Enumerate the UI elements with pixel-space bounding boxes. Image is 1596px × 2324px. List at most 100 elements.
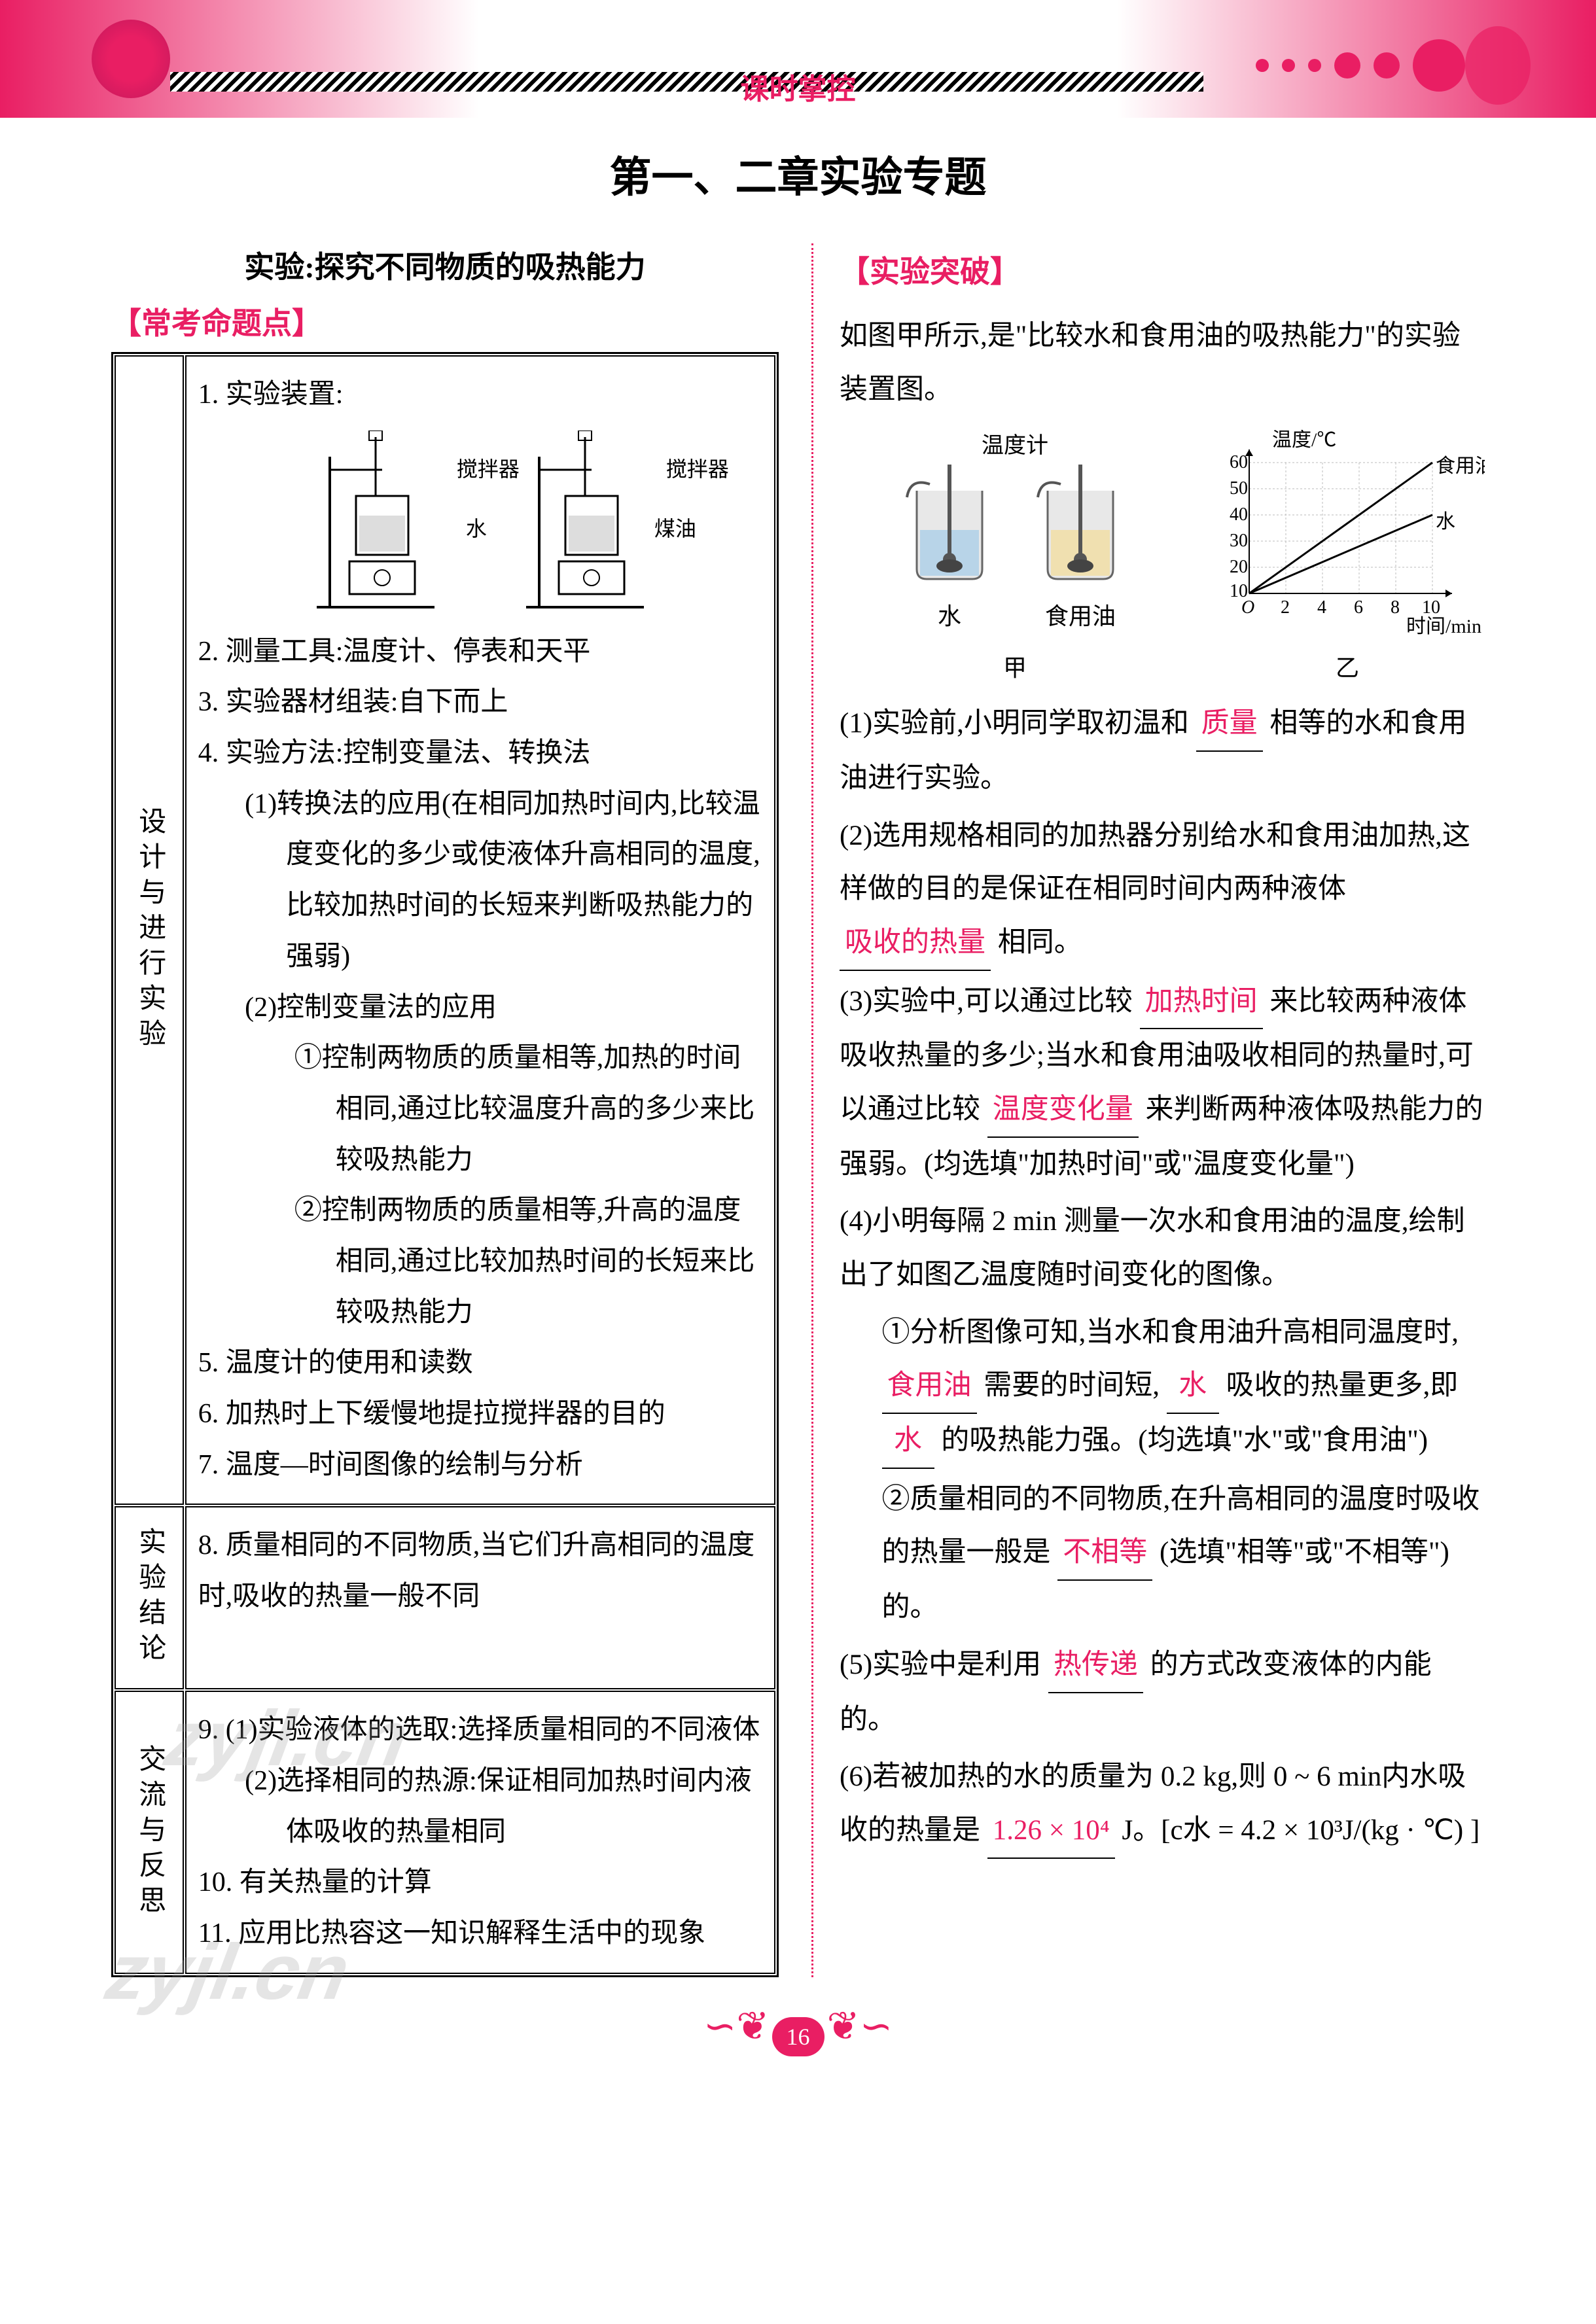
q4-1-mid2: 吸收的热量更多,即	[1226, 1370, 1459, 1401]
item-4-2: (2)控制变量法的应用	[198, 983, 762, 1034]
svg-text:10: 10	[1422, 597, 1440, 618]
exam-points-header: 【常考命题点】	[111, 300, 779, 343]
header-dots	[1256, 39, 1465, 92]
apparatus-water: 搅拌器 水	[297, 431, 454, 614]
row-label-conclusion: 实验结论	[115, 1506, 184, 1689]
right-column: 【实验突破】 如图甲所示,是"比较水和食用油的吸热能力"的实验装置图。 温度计	[811, 243, 1485, 1977]
question-2: (2)选用规格相同的加热器分别给水和食用油加热,这样做的目的是保证在相同时间内两…	[840, 809, 1485, 971]
item-4-1: (1)转换法的应用(在相同加热时间内,比较温度变化的多少或使液体升高相同的温度,…	[198, 779, 762, 983]
q4-1-answer-2: 水	[1167, 1359, 1219, 1414]
item-4-2-1: ①控制两物质的质量相等,加热的时间相同,通过比较温度升高的多少来比较吸热能力	[198, 1033, 762, 1186]
exam-table: 设计与进行实验 1. 实验装置:	[111, 352, 779, 1977]
q1-pre: (1)实验前,小明同学取初温和	[840, 708, 1189, 739]
q3-answer-2: 温度变化量	[987, 1083, 1139, 1138]
svg-text:60: 60	[1230, 452, 1248, 472]
item-6: 6. 加热时上下缓慢地提拉搅拌器的目的	[198, 1389, 762, 1440]
q5-pre: (5)实验中是利用	[840, 1649, 1041, 1680]
row-content-conclusion: 8. 质量相同的不同物质,当它们升高相同的温度时,吸收的热量一般不同	[185, 1506, 775, 1689]
q2-answer: 吸收的热量	[840, 916, 991, 971]
item-10: 10. 有关热量的计算	[198, 1857, 762, 1909]
temperature-chart: 温度/℃	[1210, 430, 1485, 690]
question-1: (1)实验前,小明同学取初温和 质量 相等的水和食用油进行实验。	[840, 697, 1485, 805]
svg-text:50: 50	[1230, 478, 1248, 499]
item-9-1: 9. (1)实验液体的选取:选择质量相同的不同液体	[198, 1705, 762, 1756]
q6-answer: 1.26 × 10⁴	[987, 1804, 1115, 1859]
row-label-design: 设计与进行实验	[115, 355, 184, 1505]
q3-pre: (3)实验中,可以通过比较	[840, 986, 1133, 1017]
header-stripe	[170, 72, 1203, 92]
fig-caption-right: 乙	[1210, 646, 1485, 690]
svg-text:40: 40	[1230, 504, 1248, 525]
item-5: 5. 温度计的使用和读数	[198, 1338, 762, 1389]
fig-caption-left: 甲	[840, 646, 1190, 690]
logo-swirl	[92, 20, 170, 98]
q4-1-answer-3: 水	[882, 1414, 934, 1469]
q2-post: 相同。	[998, 927, 1082, 958]
experiment-title: 实验:探究不同物质的吸热能力	[111, 243, 779, 287]
svg-text:6: 6	[1354, 597, 1363, 618]
beaker-oil-label: 食用油	[1028, 594, 1133, 639]
svg-text:食用油: 食用油	[1436, 455, 1485, 477]
svg-text:30: 30	[1230, 531, 1248, 551]
q2-pre: (2)选用规格相同的加热器分别给水和食用油加热,这样做的目的是保证在相同时间内两…	[840, 820, 1470, 905]
table-row: 实验结论 8. 质量相同的不同物质,当它们升高相同的温度时,吸收的热量一般不同	[115, 1506, 775, 1689]
apparatus-kerosene: 搅拌器 煤油	[506, 431, 664, 614]
content-area: 实验:探究不同物质的吸热能力 【常考命题点】 设计与进行实验 1. 实验装置:	[0, 243, 1596, 1977]
thermometer-label: 温度计	[982, 425, 1048, 468]
page-footer: ∽❦ 16 ❦∽	[0, 2003, 1596, 2082]
row-label-reflection: 交流与反思	[115, 1691, 184, 1973]
row-content-design: 1. 实验装置:	[185, 355, 775, 1505]
item-8: 8. 质量相同的不同物质,当它们升高相同的温度时,吸收的热量一般不同	[198, 1521, 762, 1622]
q4-2-answer: 不相等	[1057, 1526, 1152, 1581]
header-mascot	[1465, 26, 1531, 105]
q3-answer-1: 加热时间	[1140, 975, 1263, 1030]
svg-text:O: O	[1241, 597, 1254, 618]
page-header: 课时掌控	[0, 0, 1596, 118]
svg-text:4: 4	[1317, 597, 1326, 618]
beaker-water-label: 水	[897, 594, 1002, 639]
item-9-2: (2)选择相同的热源:保证相同加热时间内液体吸收的热量相同	[198, 1756, 762, 1857]
q4-1-post: 的吸热能力强。(均选填"水"或"食用油")	[941, 1425, 1428, 1456]
kerosene-label: 煤油	[654, 510, 696, 548]
item-2: 2. 测量工具:温度计、停表和天平	[198, 627, 762, 678]
svg-text:2: 2	[1281, 597, 1290, 618]
apparatus-diagrams: 搅拌器 水	[198, 431, 762, 614]
q4-1-answer-1: 食用油	[882, 1359, 977, 1414]
page-number: 16	[772, 2017, 825, 2056]
item-4: 4. 实验方法:控制变量法、转换法	[198, 728, 762, 779]
q6-post: J。[c水 = 4.2 × 10³J/(kg · ℃) ]	[1122, 1815, 1480, 1846]
beaker-oil: 食用油	[1028, 458, 1133, 639]
q5-answer: 热传递	[1048, 1638, 1143, 1693]
item-4-2-2: ②控制两物质的质量相等,升高的温度相同,通过比较加热时间的长短来比较吸热能力	[198, 1186, 762, 1338]
table-row: 交流与反思 zyjl.cn 9. (1)实验液体的选取:选择质量相同的不同液体 …	[115, 1691, 775, 1973]
item-7: 7. 温度—时间图像的绘制与分析	[198, 1440, 762, 1491]
question-5: (5)实验中是利用 热传递 的方式改变液体的内能的。	[840, 1638, 1485, 1746]
q4-1-mid1: 需要的时间短,	[984, 1370, 1160, 1401]
question-4-2: ②质量相同的不同物质,在升高相同的温度时吸收的热量一般是 不相等 (选填"相等"…	[840, 1473, 1485, 1634]
question-6: (6)若被加热的水的质量为 0.2 kg,则 0 ~ 6 min内水吸收的热量是…	[840, 1750, 1485, 1858]
intro-text: 如图甲所示,是"比较水和食用油的吸热能力"的实验装置图。	[840, 309, 1485, 416]
water-label: 水	[466, 510, 487, 548]
q4-1-pre: ①分析图像可知,当水和食用油升高相同温度时,	[882, 1317, 1459, 1348]
question-4-intro: (4)小明每隔 2 min 测量一次水和食用油的温度,绘制出了如图乙温度随时间变…	[840, 1195, 1485, 1301]
q1-answer: 质量	[1196, 697, 1263, 752]
footer-swirl-icon: ∽❦	[703, 2003, 770, 2049]
item-3: 3. 实验器材组装:自下而上	[198, 677, 762, 728]
question-3: (3)实验中,可以通过比较 加热时间 来比较两种液体吸收热量的多少;当水和食用油…	[840, 975, 1485, 1191]
experiment-figures: 温度计 水	[840, 430, 1485, 690]
main-title: 第一、二章实验专题	[0, 144, 1596, 204]
stirrer-label: 搅拌器	[666, 450, 729, 489]
item-1: 1. 实验装置:	[198, 370, 762, 421]
header-title: 课时掌控	[741, 65, 856, 107]
footer-swirl-icon: ❦∽	[827, 2003, 893, 2049]
table-row: 设计与进行实验 1. 实验装置:	[115, 355, 775, 1505]
beaker-water: 水	[897, 458, 1002, 639]
svg-text:时间/min: 时间/min	[1406, 616, 1481, 637]
breakthrough-header: 【实验突破】	[840, 243, 1485, 300]
item-11: 11. 应用比热容这一知识解释生活中的现象	[198, 1909, 762, 1960]
svg-text:8: 8	[1391, 597, 1400, 618]
row-content-reflection: zyjl.cn 9. (1)实验液体的选取:选择质量相同的不同液体 (2)选择相…	[185, 1691, 775, 1973]
question-4-1: ①分析图像可知,当水和食用油升高相同温度时, 食用油 需要的时间短, 水 吸收的…	[840, 1306, 1485, 1469]
svg-text:水: 水	[1436, 511, 1455, 533]
chart-ylabel: 温度/℃	[1272, 430, 1336, 451]
